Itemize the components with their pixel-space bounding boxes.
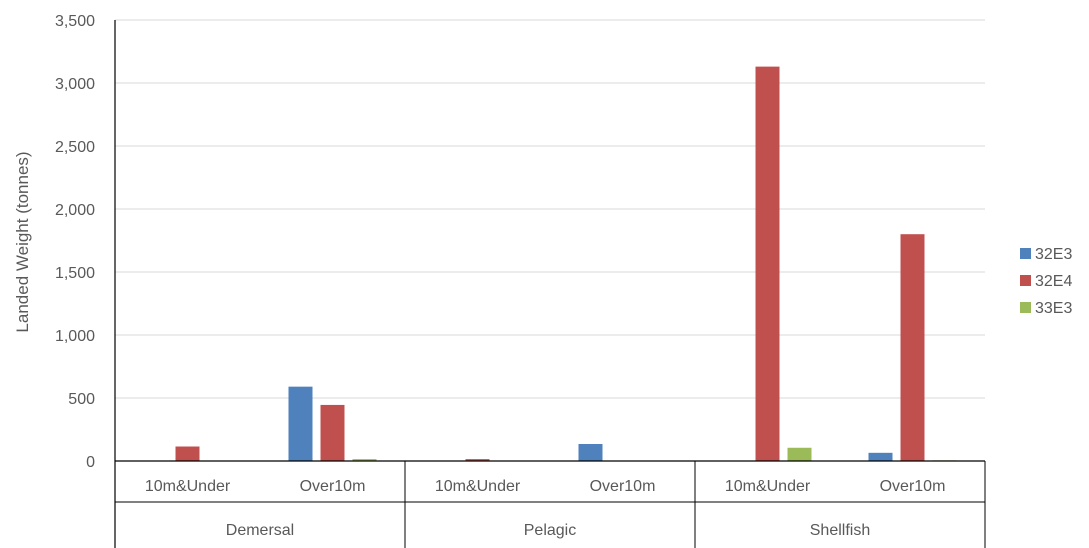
x-group-label: Shellfish (810, 522, 870, 539)
bar-32E4 (900, 234, 925, 461)
legend-label: 32E4 (1035, 273, 1072, 290)
x-tick-label: Over10m (590, 478, 656, 495)
bar-32E4 (320, 404, 345, 461)
x-tick-label: 10m&Under (725, 478, 811, 495)
x-group-label: Demersal (226, 522, 294, 539)
y-tick-label: 1,000 (55, 328, 95, 345)
legend-swatch (1020, 275, 1031, 286)
y-axis-title: Landed Weight (tonnes) (13, 151, 32, 332)
y-tick-label: 2,500 (55, 139, 95, 156)
axes (114, 20, 986, 548)
y-tick-label: 3,000 (55, 76, 95, 93)
bar-32E4 (175, 446, 200, 461)
x-tick-label: Over10m (300, 478, 366, 495)
gridlines (115, 19, 985, 399)
y-axis-ticks: 0 500 1,000 1,500 2,000 2,500 3,000 3,500 (55, 13, 95, 471)
legend-swatch (1020, 248, 1031, 259)
y-tick-label: 1,500 (55, 265, 95, 282)
bar-32E3 (868, 452, 893, 461)
x-tick-label: Over10m (880, 478, 946, 495)
legend-swatch (1020, 302, 1031, 313)
bars (175, 66, 957, 462)
x-tick-label: 10m&Under (435, 478, 521, 495)
legend: 32E3 32E4 33E3 (1020, 246, 1072, 317)
y-tick-label: 2,000 (55, 202, 95, 219)
y-tick-label: 0 (86, 454, 95, 471)
y-tick-label: 500 (68, 391, 95, 408)
bar-33E3 (787, 447, 812, 461)
legend-label: 33E3 (1035, 300, 1072, 317)
bar-32E3 (288, 386, 313, 461)
x-group-label: Pelagic (524, 522, 576, 539)
bar-32E4 (755, 66, 780, 462)
legend-label: 32E3 (1035, 246, 1072, 263)
bar-32E4 (465, 459, 490, 461)
y-tick-label: 3,500 (55, 13, 95, 30)
x-axis-ticks: 10m&Under Over10m 10m&Under Over10m 10m&Unde… (145, 478, 946, 539)
x-tick-label: 10m&Under (145, 478, 231, 495)
bar-32E3 (578, 443, 603, 461)
bar-33E3 (352, 459, 377, 461)
